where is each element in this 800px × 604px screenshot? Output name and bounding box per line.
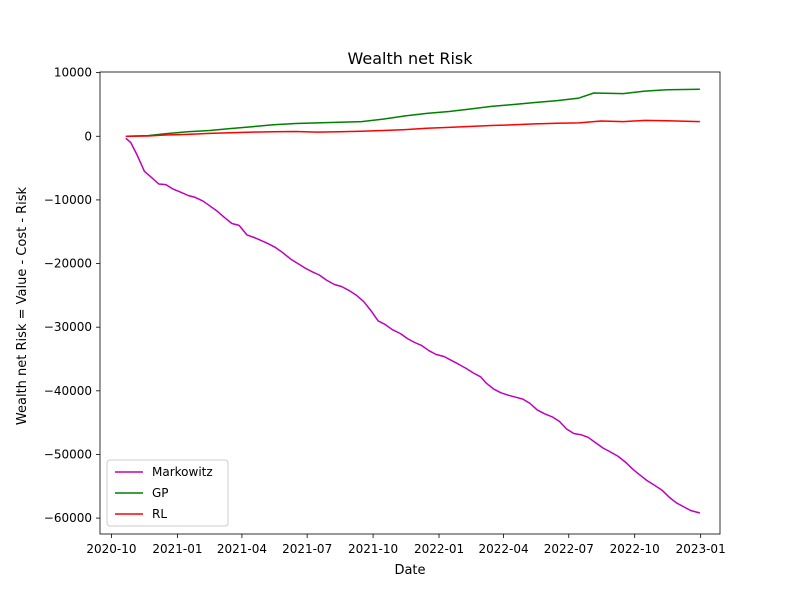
y-tick-label: −10000 — [44, 193, 92, 207]
x-tick-label: 2020-10 — [86, 542, 136, 556]
x-axis-label: Date — [394, 563, 425, 578]
x-tick-label: 2022-01 — [414, 542, 464, 556]
x-tick-label: 2022-10 — [610, 542, 660, 556]
plot-frame — [99, 71, 721, 535]
legend-box — [106, 459, 229, 527]
legend-label-rl: RL — [152, 507, 167, 521]
chart-title: Wealth net Risk — [348, 49, 474, 68]
axis-ticks: 2020-10 2021-01 2021-04 2021-07 2021-10 2022-… — [44, 66, 726, 556]
x-tick-label: 2022-04 — [478, 542, 528, 556]
y-tick-label: −40000 — [44, 384, 92, 398]
x-tick-label: 2022-07 — [544, 542, 594, 556]
x-tick-label: 2023-01 — [676, 542, 726, 556]
legend-label-gp: GP — [152, 486, 169, 500]
y-tick-label: −50000 — [44, 447, 92, 461]
plot-area — [99, 71, 721, 535]
legend-label-markowitz: Markowitz — [152, 465, 213, 479]
y-tick-label: −30000 — [44, 320, 92, 334]
x-tick-label: 2021-10 — [348, 542, 398, 556]
y-tick-label: −20000 — [44, 257, 92, 271]
series-line-markowitz — [125, 137, 701, 514]
x-tick-label: 2021-01 — [152, 542, 202, 556]
legend: Markowitz GP RL — [106, 459, 229, 527]
x-tick-label: 2021-07 — [282, 542, 332, 556]
series-line-gp — [125, 88, 700, 138]
y-axis-label: Wealth net Risk = Value - Cost - Risk — [15, 186, 30, 425]
y-tick-label: 0 — [84, 129, 92, 143]
y-tick-label: 10000 — [54, 66, 92, 80]
series-line-rl — [125, 119, 700, 138]
x-tick-label: 2021-04 — [217, 542, 267, 556]
y-tick-label: −60000 — [44, 511, 92, 525]
